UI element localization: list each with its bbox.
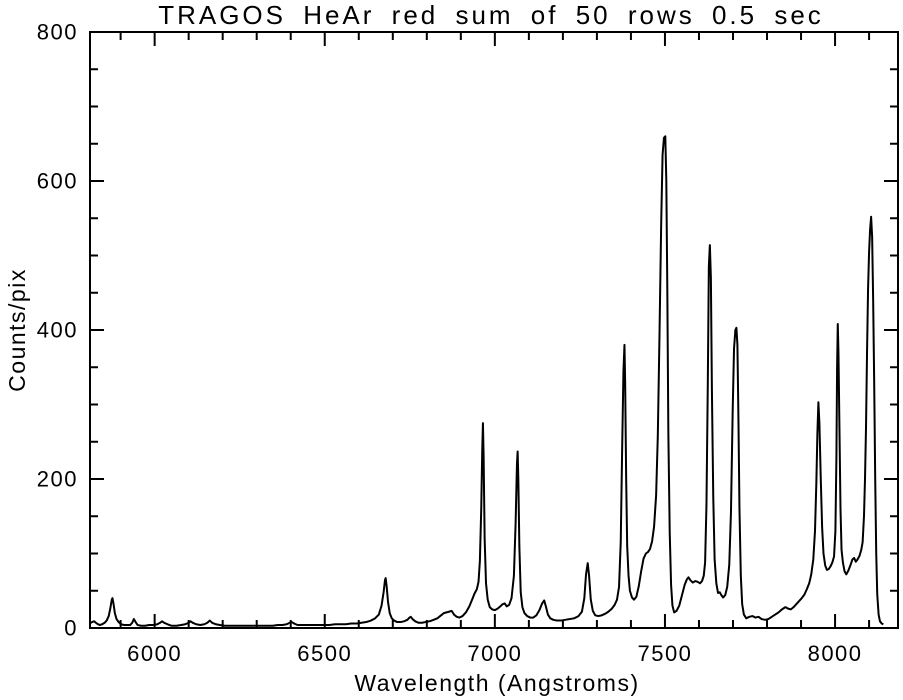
chart-title: TRAGOS HeAr red sum of 50 rows 0.5 sec: [158, 0, 824, 30]
y-tick-label: 400: [37, 318, 78, 343]
x-tick-label: 8000: [808, 641, 863, 666]
x-axis-label: Wavelength (Angstroms): [354, 670, 639, 696]
y-tick-label: 200: [37, 467, 78, 492]
y-tick-label: 600: [37, 169, 78, 194]
x-tick-label: 6000: [127, 641, 182, 666]
axes-layer: [89, 31, 899, 629]
x-tick-label: 7000: [467, 641, 522, 666]
spectrum-line-layer: [89, 135, 884, 627]
x-tick-label: 6500: [297, 641, 352, 666]
x-tick-label: 7500: [637, 641, 692, 666]
tick-labels-layer: 6000 6500 7000 7500 8000 0 200 400 600 800: [37, 20, 863, 666]
y-tick-label: 0: [64, 616, 78, 641]
spectrum-line: [89, 135, 884, 627]
y-axis-label: Counts/pix: [4, 268, 30, 392]
y-tick-label: 800: [37, 20, 78, 45]
plot-box: [89, 31, 899, 629]
